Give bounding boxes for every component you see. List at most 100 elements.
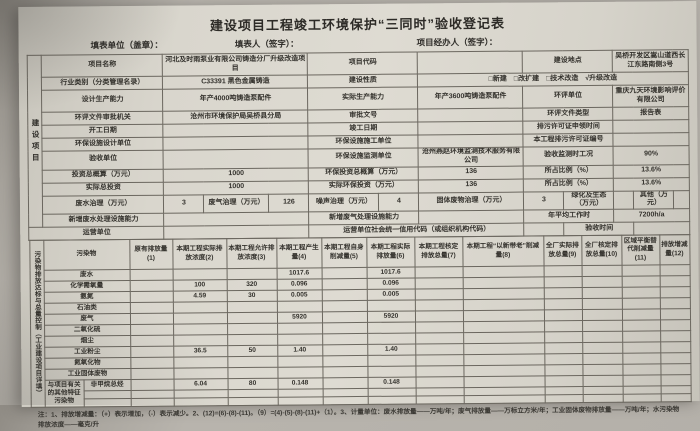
pollutant-value xyxy=(543,287,582,299)
pollutant-value xyxy=(660,385,691,394)
field-value: 7200h/a xyxy=(614,208,690,223)
pollutant-value xyxy=(621,264,660,277)
field-value: 13.6% xyxy=(613,177,689,191)
pollutant-value xyxy=(129,291,173,303)
field-label: 设计生产能力 xyxy=(41,89,164,113)
pollutant-value xyxy=(414,266,463,279)
pollutant-value xyxy=(366,300,415,312)
pollutant-value xyxy=(544,342,583,354)
field-value: 重庆九天环境影响评价有限公司 xyxy=(612,84,689,108)
field-label: 行业类别（分类管理名录） xyxy=(41,76,163,91)
pollutant-name: 非甲烷总烃 xyxy=(83,379,131,391)
pollutant-name: 废水 xyxy=(43,269,130,282)
pollutant-name: 氨氮 xyxy=(43,291,130,304)
pollutant-value xyxy=(622,330,661,343)
pollutant-value xyxy=(414,299,463,312)
pollutant-value xyxy=(582,375,623,387)
pollutant-value: 0.148 xyxy=(277,377,323,390)
pollutant-value xyxy=(582,394,623,403)
construction-project-vlabel: 建设项目 xyxy=(27,55,44,228)
pollutant-value xyxy=(463,342,545,355)
pollutant-name: 废气 xyxy=(43,313,131,326)
field-label: 新增废水处理设施能力 xyxy=(43,213,165,228)
pollutant-value: 36.5 xyxy=(173,345,228,358)
pollutant-value xyxy=(582,320,623,332)
field-value: 3 xyxy=(523,191,565,211)
field-value: 河北及时雨泵业有限公司铸造分厂升级改造项目 xyxy=(162,52,308,77)
pollutant-name: 石油类 xyxy=(43,302,130,315)
pollutant-value: 30 xyxy=(226,290,277,302)
pollutant-value xyxy=(322,396,368,405)
field-value xyxy=(419,210,525,224)
pollutant-value: 0.096 xyxy=(366,278,415,290)
pollutant-value xyxy=(415,332,464,345)
field-value xyxy=(673,190,690,209)
pollutant-value: 0.005 xyxy=(366,289,415,301)
pollutant-value xyxy=(321,267,367,279)
column-header: 本期工程自身削减量(5) xyxy=(321,237,367,268)
pollutant-value xyxy=(367,366,416,378)
column-header: 全厂实际排放总量(9) xyxy=(543,235,582,266)
field-label: 新增废气处理设施能力 xyxy=(309,210,420,225)
field-label: 验收单位 xyxy=(42,150,164,170)
pollutant-value xyxy=(129,280,173,292)
pollutant-value: 0.096 xyxy=(276,278,322,291)
pollutant-value xyxy=(659,286,690,298)
pollutant-value xyxy=(226,312,278,324)
pollutant-value xyxy=(582,331,623,343)
pollutant-value xyxy=(226,268,277,280)
field-value: 1000 xyxy=(163,180,309,195)
pollutant-value xyxy=(462,287,544,300)
pollutant-value xyxy=(581,265,622,277)
pollutant-value xyxy=(173,367,228,380)
pollutant-name: 烟尘 xyxy=(44,335,131,348)
pollutant-value xyxy=(322,333,368,345)
pollutant-value xyxy=(543,276,582,288)
pollutant-value xyxy=(543,298,582,310)
column-header: 本期工程产生量(4) xyxy=(276,237,322,269)
pollutant-value xyxy=(621,286,660,299)
pollutant-value xyxy=(414,277,463,290)
field-label: 验收时间 xyxy=(564,222,635,236)
pollutant-value xyxy=(415,376,464,389)
pollutant-value: 50 xyxy=(227,345,278,357)
field-value: 报告表 xyxy=(613,106,689,121)
pollutant-value: 100 xyxy=(172,279,227,292)
pollutant-name: 工业固体废物 xyxy=(44,368,131,381)
pollutant-value xyxy=(660,319,691,331)
field-value: 1000 xyxy=(163,167,309,182)
pollutant-value xyxy=(130,357,174,369)
field-label: 环评文件类型 xyxy=(523,107,614,122)
pollutant-value xyxy=(322,355,368,367)
pollutant-value xyxy=(415,354,464,367)
pollutant-value xyxy=(622,319,661,332)
column-header: 本期工程允许排放浓度(3) xyxy=(226,238,277,269)
pollutant-value xyxy=(415,343,464,356)
pollutant-value xyxy=(321,311,368,323)
pollutant-value xyxy=(130,379,174,391)
field-value xyxy=(163,148,309,169)
field-value xyxy=(418,108,524,122)
pollutant-value xyxy=(660,330,691,342)
field-label: 项目代码 xyxy=(307,51,418,75)
pollutant-name: 工业粉尘 xyxy=(44,346,131,359)
field-label: 环保投资总概算（万元） xyxy=(308,166,419,181)
field-label: 绿化及生态（万元） xyxy=(563,190,615,210)
field-value xyxy=(417,51,523,74)
field-label: 其他（万元） xyxy=(633,190,675,210)
field-value: 126 xyxy=(268,193,310,213)
pollutant-value xyxy=(463,364,545,377)
pollutant-value xyxy=(622,341,661,354)
field-label: 固体废物治理（万元） xyxy=(418,191,525,211)
pollutant-value: 0.148 xyxy=(367,377,416,389)
pollutant-value xyxy=(581,298,622,310)
pollutant-value xyxy=(544,375,583,387)
pollutant-value xyxy=(622,352,661,365)
pollutant-value xyxy=(462,265,544,278)
pollutant-value xyxy=(277,396,323,406)
pollutant-name: 二氧化硫 xyxy=(44,324,131,337)
pollutant-value xyxy=(660,393,691,402)
pollution-control-vlabel: 污染物排放达标与总量控制（工业建设项目详填） xyxy=(29,240,45,408)
field-value: C33391 黑色金属铸造 xyxy=(162,74,308,90)
pollutant-table: 污染物排放达标与总量控制（工业建设项目详填） 污染物 原有排放量(1) 本期工程… xyxy=(29,234,691,408)
